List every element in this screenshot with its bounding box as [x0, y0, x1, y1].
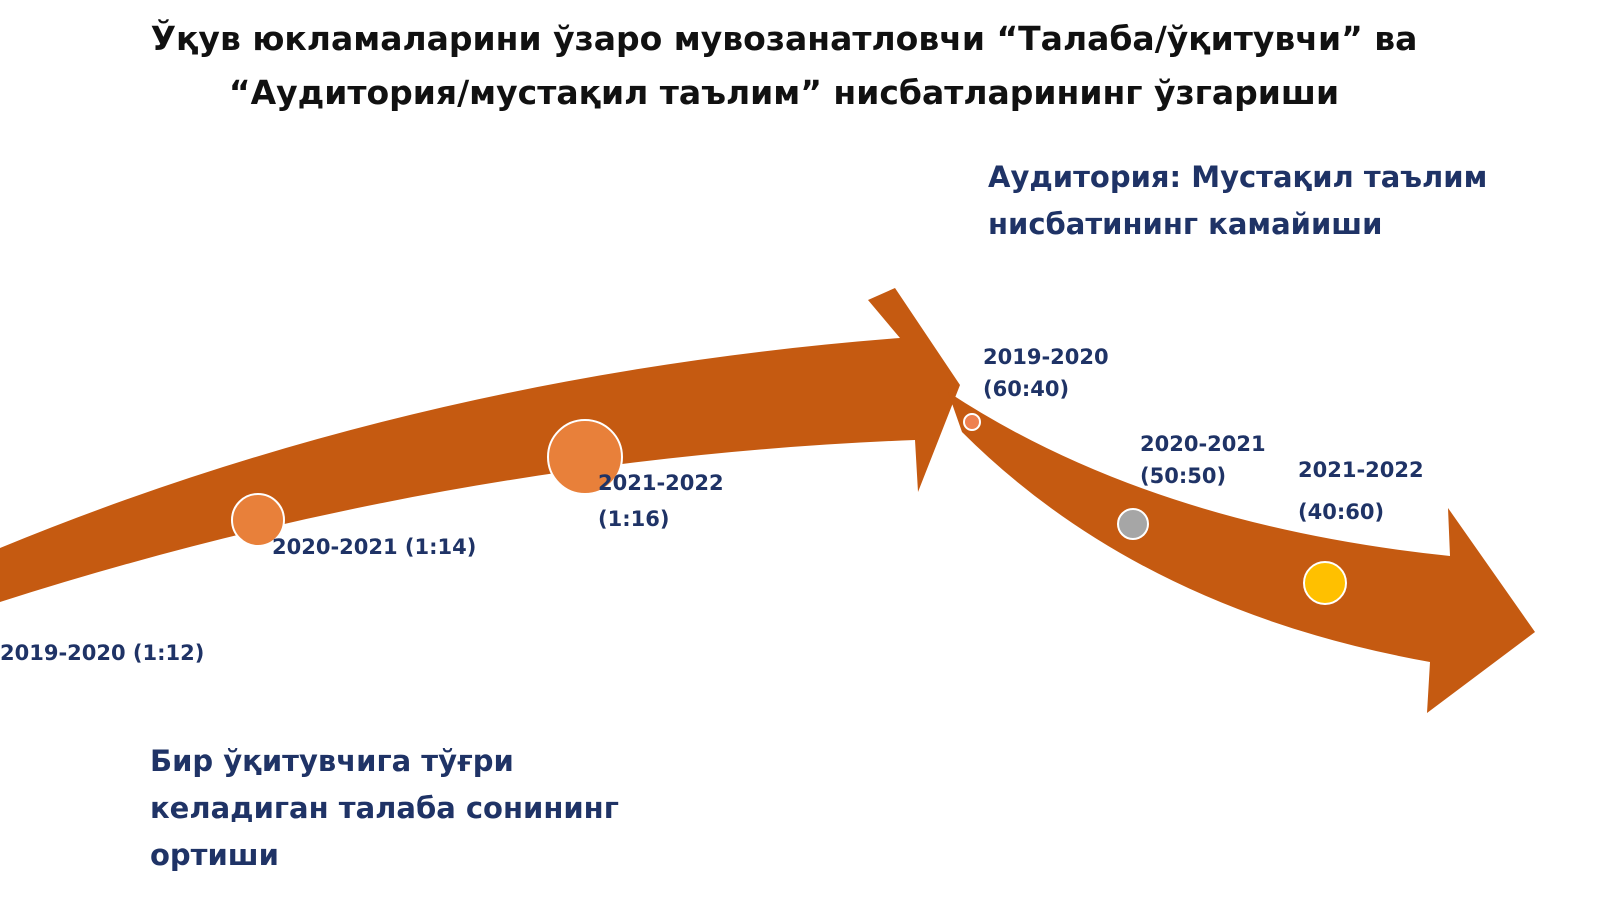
- point-circle: [231, 493, 285, 547]
- title: “Аудитория/мустақил таълим” нисбатларини…: [229, 73, 1339, 112]
- point-circle: [963, 413, 981, 431]
- caption: нисбатининг камайиши: [988, 207, 1382, 241]
- point-label: (1:16): [598, 507, 669, 531]
- point-circle: [547, 419, 623, 495]
- point-label: (60:40): [983, 377, 1069, 401]
- point-label: 2021-2022: [1298, 458, 1424, 482]
- caption: ортиши: [150, 838, 279, 872]
- point-circle: [1117, 508, 1149, 540]
- right-arrow: [948, 392, 1535, 713]
- caption: келадиган талаба сонининг: [150, 791, 619, 825]
- caption: Бир ўқитувчига тўғри: [150, 744, 514, 778]
- point-label: 2019-2020 (1:12): [0, 641, 204, 665]
- caption: Аудитория: Мустақил таълим: [988, 160, 1487, 194]
- point-label: 2021-2022: [598, 471, 724, 495]
- point-label: (50:50): [1140, 464, 1226, 488]
- point-label: 2019-2020: [983, 345, 1109, 369]
- title: Ўқув юкламаларини ўзаро мувозанатловчи “…: [151, 18, 1418, 58]
- point-label: 2020-2021 (1:14): [272, 535, 476, 559]
- point-circle: [1303, 561, 1347, 605]
- point-label: 2020-2021: [1140, 432, 1266, 456]
- point-label: (40:60): [1298, 500, 1384, 524]
- left-arrow: [0, 288, 960, 602]
